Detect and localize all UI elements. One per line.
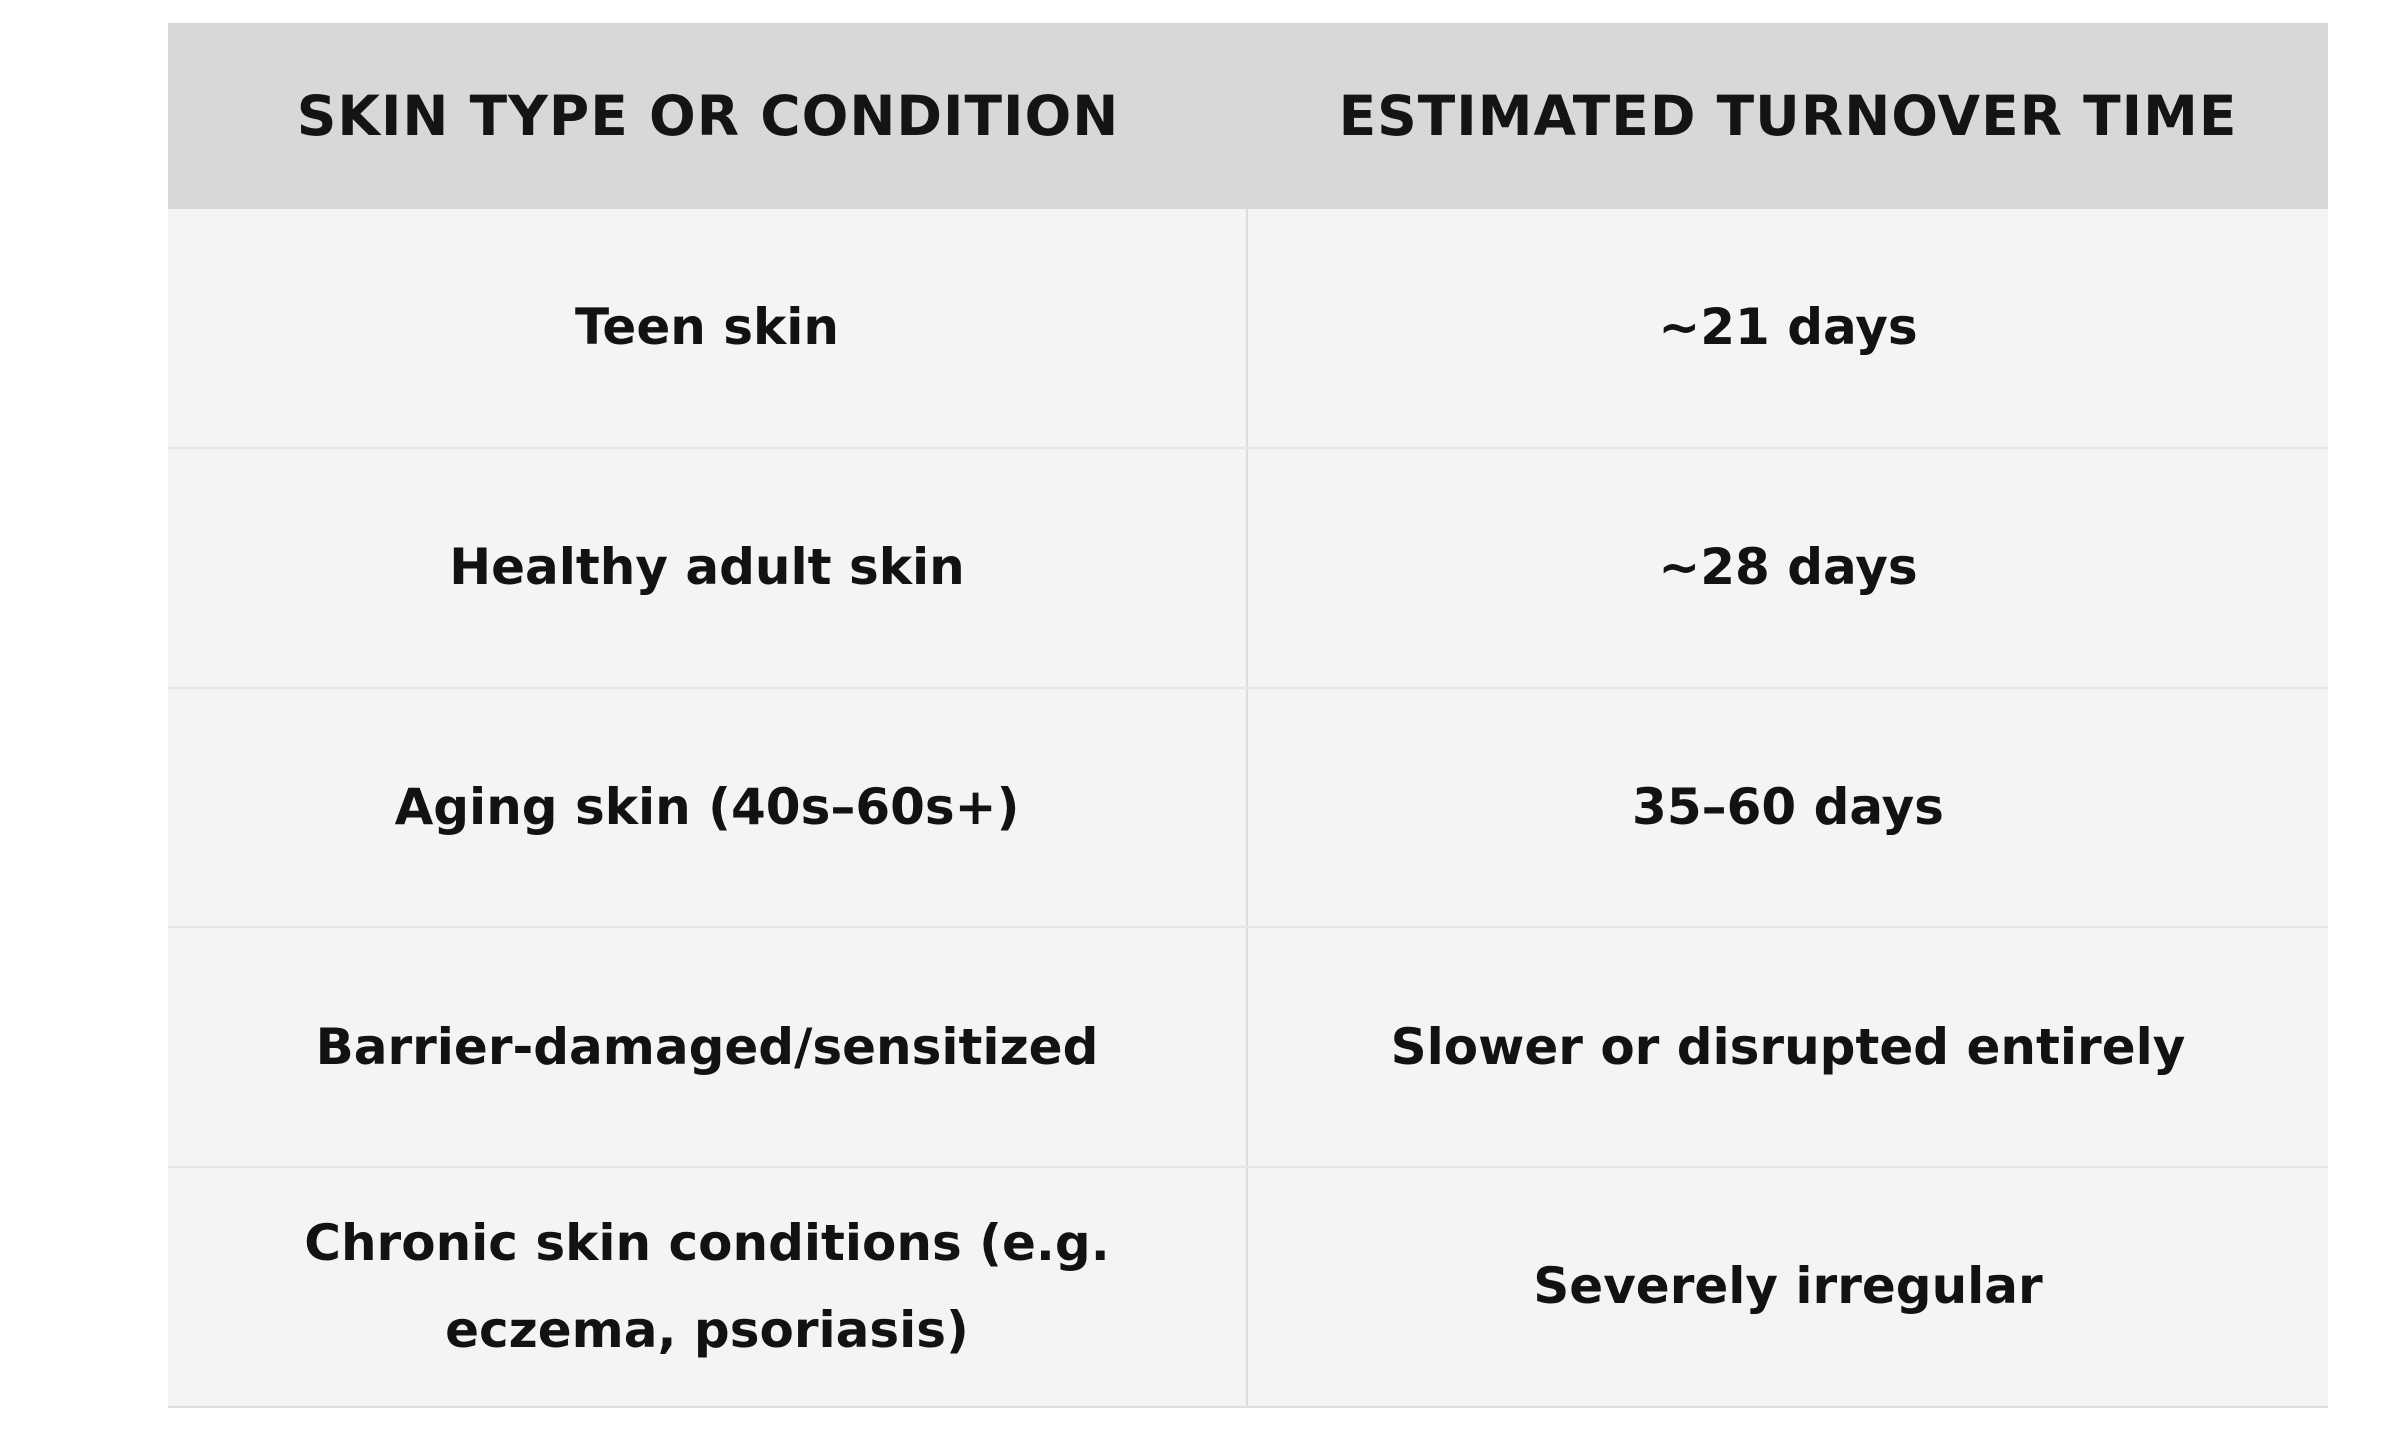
condition-cell: Chronic skin conditions (e.g. eczema, ps… xyxy=(168,1168,1248,1406)
table-row: Teen skin ~21 days xyxy=(168,209,2328,447)
condition-cell: Teen skin xyxy=(168,209,1248,447)
header-skin-type: SKIN TYPE OR CONDITION xyxy=(296,84,1120,148)
table-header-row: SKIN TYPE OR CONDITION ESTIMATED TURNOVE… xyxy=(168,23,2328,209)
condition-cell: Healthy adult skin xyxy=(168,448,1248,687)
condition-cell: Aging skin (40s–60s+) xyxy=(168,688,1248,927)
table-row: Chronic skin conditions (e.g. eczema, ps… xyxy=(168,1166,2328,1406)
table-row: Healthy adult skin ~28 days xyxy=(168,446,2328,687)
condition-cell: Barrier-damaged/sensitized xyxy=(168,928,1248,1167)
header-turnover-time: ESTIMATED TURNOVER TIME xyxy=(1338,84,2238,148)
table-body: Teen skin ~21 days Healthy adult skin ~2… xyxy=(168,209,2328,1406)
turnover-cell: Slower or disrupted entirely xyxy=(1390,1017,2186,1076)
table-row: Barrier-damaged/sensitized Slower or dis… xyxy=(168,926,2328,1167)
turnover-cell: Severely irregular xyxy=(1533,1257,2043,1316)
turnover-cell: 35–60 days xyxy=(1632,777,1944,836)
turnover-cell: ~28 days xyxy=(1658,537,1918,596)
skin-turnover-table: SKIN TYPE OR CONDITION ESTIMATED TURNOVE… xyxy=(168,23,2328,1408)
turnover-cell: ~21 days xyxy=(1658,298,1918,357)
table-row: Aging skin (40s–60s+) 35–60 days xyxy=(168,686,2328,927)
